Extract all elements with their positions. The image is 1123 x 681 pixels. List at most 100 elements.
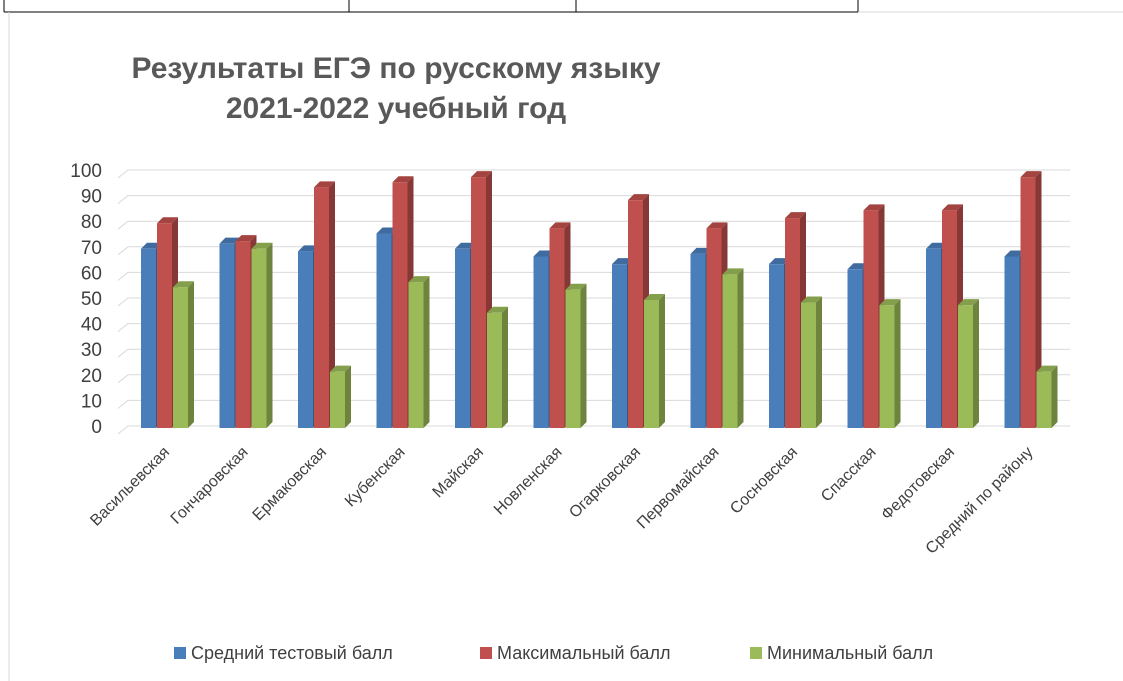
bar-front (612, 264, 627, 428)
y-tick-label: 40 (81, 315, 102, 336)
grid-line (117, 169, 1070, 179)
bar-top (612, 258, 633, 265)
grid-line (117, 425, 1070, 435)
bar-top (392, 176, 414, 183)
bar-top (1036, 365, 1058, 372)
bar-top (157, 217, 178, 224)
bar-top (471, 171, 492, 178)
bar-front (847, 269, 863, 428)
bar-front (706, 228, 722, 428)
x-tick-label: Первомайская (634, 444, 723, 533)
bar-front (533, 256, 549, 428)
bar-front (769, 264, 784, 428)
y-tick-label: 10 (81, 391, 102, 412)
grid-line (117, 399, 1070, 409)
legend-swatch (750, 647, 762, 659)
bar-front (926, 248, 941, 428)
bar-side (737, 268, 744, 428)
y-tick-label: 100 (70, 161, 102, 182)
bar (1036, 365, 1058, 428)
bar-side (816, 296, 822, 428)
bar-top (801, 296, 822, 303)
bar-side (188, 281, 194, 428)
grid-line (117, 323, 1070, 332)
bar-top (926, 242, 947, 249)
bar (330, 365, 351, 428)
bar (314, 181, 335, 428)
bar-top (219, 237, 241, 244)
bar-front (330, 371, 345, 428)
grid-line (117, 348, 1070, 358)
bar-front (1004, 256, 1020, 428)
bar-front (1036, 371, 1052, 428)
bar-top (173, 281, 194, 288)
bar-top (690, 247, 712, 254)
bar-front (722, 274, 738, 428)
bar-side (345, 365, 351, 428)
bar-top (533, 250, 555, 257)
bar-top (863, 204, 885, 211)
bar-front (392, 182, 408, 428)
bar-front (958, 305, 973, 428)
y-tick-label: 70 (81, 238, 102, 259)
x-tick-label: Майская (430, 444, 487, 501)
bar-side (329, 181, 335, 428)
x-tick-label: Федотовская (878, 444, 958, 524)
bar-front (628, 200, 643, 428)
y-tick-label: 50 (81, 289, 102, 310)
bar (1020, 171, 1042, 428)
bar-top (769, 258, 790, 265)
x-tick-label: Кубенская (342, 444, 409, 511)
bar-side (266, 242, 273, 428)
bar (487, 306, 508, 428)
bar-front (376, 233, 392, 428)
bar-top (455, 242, 476, 249)
bar-front (235, 241, 251, 428)
bar-front (549, 228, 565, 428)
bar-top (235, 235, 257, 242)
bar-top (408, 276, 430, 283)
x-tick-label: Огарковская (566, 444, 644, 522)
bar-front (785, 218, 800, 428)
bar (958, 299, 979, 428)
bar-side (973, 299, 979, 428)
y-tick-label: 90 (81, 187, 102, 208)
bar-front (408, 282, 424, 428)
bar-top (141, 242, 162, 249)
bar-top (722, 268, 744, 275)
y-tick-label: 30 (81, 340, 102, 361)
bar-side (1035, 171, 1042, 428)
bar-front (141, 248, 156, 428)
grid-line (117, 246, 1070, 256)
bar-top (706, 222, 728, 229)
legend-swatch (480, 647, 492, 659)
x-tick-label: Васильевская (87, 444, 173, 530)
x-tick-label: Гончаровская (168, 444, 252, 528)
bar-front (690, 253, 706, 428)
bar-top (644, 294, 665, 300)
bar-front (942, 210, 957, 428)
bar (251, 242, 273, 428)
bar (644, 294, 665, 428)
bar (801, 296, 822, 428)
bar-top (314, 181, 335, 188)
grid-line (117, 195, 1070, 204)
bar-front (455, 248, 470, 428)
bar-top (1004, 250, 1026, 257)
y-tick-label: 0 (91, 417, 102, 438)
bar-top (942, 204, 963, 211)
bar-top (298, 245, 319, 252)
bar-front (565, 289, 581, 428)
grid-line (117, 271, 1070, 281)
bar-side (659, 294, 665, 428)
bar-front (644, 300, 659, 428)
grid-line (117, 297, 1070, 307)
legend-swatch (174, 647, 186, 659)
bar-top (628, 194, 649, 201)
y-tick-label: 60 (81, 263, 102, 284)
bar-top (785, 212, 806, 219)
bar-front (157, 223, 172, 428)
bar-front (487, 312, 502, 428)
chart-title: Результаты ЕГЭ по русскому языку (131, 52, 660, 85)
